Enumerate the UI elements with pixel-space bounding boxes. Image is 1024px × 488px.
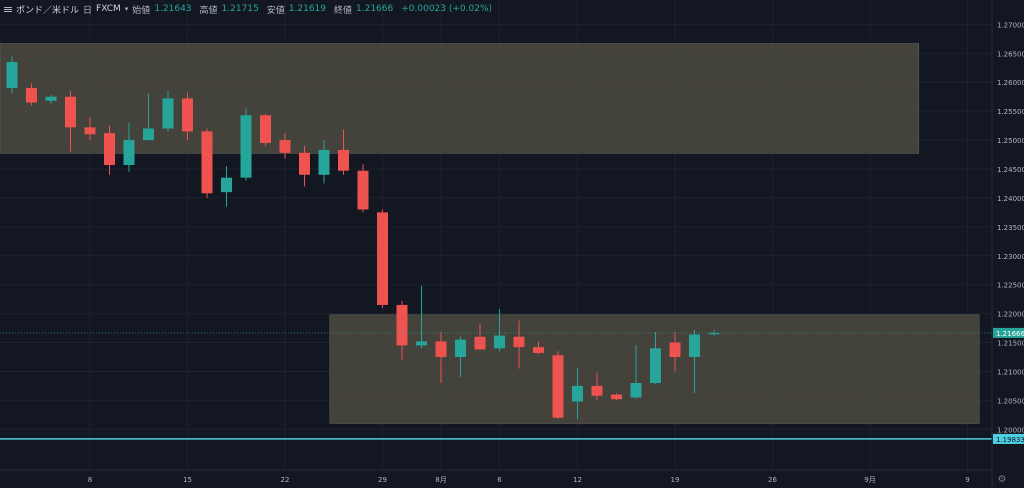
data-source[interactable]: FXCM [96, 4, 121, 14]
y-tick-label: 1.26000 [997, 79, 1024, 87]
x-tick-label: 9月 [864, 476, 875, 484]
candle-body [377, 212, 388, 305]
candle-body [143, 128, 154, 141]
candle-body [357, 170, 369, 210]
candle-body [669, 342, 681, 357]
y-tick-label: 1.26500 [997, 50, 1024, 58]
candle-body [513, 336, 525, 348]
candle-body [162, 98, 174, 129]
candle-body [435, 341, 447, 357]
candle-body [708, 332, 720, 335]
candle-body [689, 334, 700, 357]
low-value: 1.21619 [288, 4, 326, 14]
y-tick-label: 1.20500 [997, 397, 1024, 405]
candle-body [591, 385, 603, 396]
y-tick-label: 1.21500 [997, 340, 1024, 348]
x-tick-label: 29 [378, 476, 387, 484]
x-tick-label: 6 [497, 476, 502, 484]
candle-body [6, 62, 18, 89]
candle-body [260, 115, 271, 143]
y-tick-label: 1.24000 [997, 195, 1024, 203]
current-price-label: 1.21666 [996, 330, 1024, 338]
y-tick-label: 1.21000 [997, 368, 1024, 376]
y-tick-label: 1.20000 [997, 426, 1024, 434]
x-tick-label: 9 [965, 476, 969, 484]
chart-header: ポンド／米ドル 日 FXCM ▾ 始値 1.21643 高値 1.21715 安… [0, 0, 492, 18]
candle-body [65, 96, 76, 128]
gear-icon[interactable]: ⚙ [997, 474, 1007, 485]
chevron-down-icon[interactable]: ▾ [124, 5, 129, 13]
legend-toggle-icon[interactable] [4, 5, 12, 13]
y-tick-label: 1.22500 [997, 282, 1024, 290]
y-tick-label: 1.23500 [997, 224, 1024, 232]
candle-body [533, 347, 544, 353]
candle-body [338, 149, 349, 171]
candle-body [630, 383, 642, 398]
x-tick-label: 12 [573, 476, 582, 484]
candle-body [474, 336, 486, 350]
high-value: 1.21715 [221, 4, 259, 14]
candle-body [123, 140, 135, 165]
open-label: 始値 [132, 5, 151, 16]
candle-body [416, 341, 427, 346]
candle-body [201, 131, 213, 194]
candle-body [104, 133, 115, 165]
low-label: 安値 [266, 5, 285, 16]
candle-body [552, 355, 564, 418]
candle-body [650, 348, 661, 384]
candle-body [318, 149, 330, 175]
line-price-label: 1.19833 [996, 436, 1024, 444]
candle-body [240, 115, 252, 178]
x-tick-label: 8 [88, 476, 92, 484]
x-tick-label: 22 [281, 476, 290, 484]
change-value: +0.00023 (+0.02%) [401, 4, 493, 14]
interval-label[interactable]: 日 [83, 5, 93, 16]
x-tick-label: 19 [671, 476, 680, 484]
candle-body [45, 96, 57, 101]
x-tick-label: 8月 [435, 476, 446, 484]
candle-body [396, 304, 408, 346]
zone-rect [0, 43, 919, 154]
candle-body [279, 140, 291, 153]
line-price-label-bg [993, 433, 1024, 444]
x-tick-label: 26 [768, 476, 777, 484]
y-tick-label: 1.25000 [997, 137, 1024, 145]
y-tick-label: 1.27000 [997, 21, 1024, 29]
high-label: 高値 [199, 5, 218, 16]
candle-body [221, 177, 232, 193]
symbol-name[interactable]: ポンド／米ドル [16, 5, 80, 16]
candle-body [572, 385, 583, 402]
candle-body [182, 98, 193, 132]
candle-body [299, 152, 310, 175]
candle-body [455, 339, 466, 357]
y-tick-label: 1.25500 [997, 108, 1024, 116]
candle-body [26, 88, 37, 103]
y-tick-label: 1.23000 [997, 253, 1024, 261]
candle-body [494, 335, 505, 349]
current-price-label-bg [993, 327, 1024, 338]
candle-body [611, 394, 622, 400]
open-value: 1.21643 [154, 4, 192, 14]
x-tick-label: 15 [183, 476, 192, 484]
close-value: 1.21666 [356, 4, 394, 14]
candle-body [84, 127, 96, 135]
y-tick-label: 1.24500 [997, 166, 1024, 174]
y-tick-label: 1.22000 [997, 311, 1024, 319]
close-label: 終値 [334, 5, 353, 16]
